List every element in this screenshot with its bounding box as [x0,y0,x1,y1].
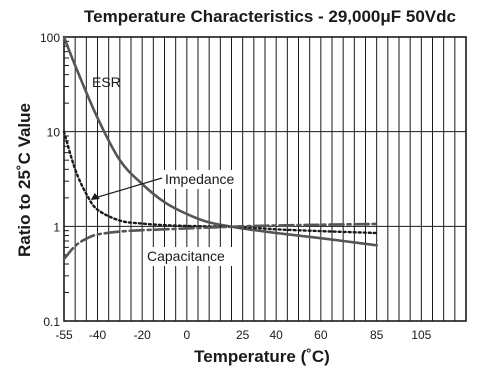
plot-frame [63,36,467,322]
impedance-label-bg [162,170,242,189]
x-tick-label: 105 [411,328,431,342]
impedance-label: Impedance [165,171,234,187]
tick-labels: -55 -40 -20 0 25 40 60 85 105 0.1 1 10 100 [40,31,432,342]
capacitance-label-bg [144,247,241,266]
impedance-arrowhead-icon [90,192,100,200]
x-tick-label: 60 [314,328,328,342]
annotations: ESR Impedance Capacitance [90,74,242,266]
y-tick-label: 10 [47,126,61,140]
series-layer [62,35,378,261]
grid [63,36,467,322]
chart-title: Temperature Characteristics - 29,000μF 5… [84,7,456,26]
esr-label: ESR [92,74,121,90]
x-tick-label: -40 [89,328,107,342]
x-axis-title: Temperature (˚C) [194,347,330,366]
x-tick-label: 25 [236,328,250,342]
x-tick-label: -55 [55,328,73,342]
y-axis-title: Ratio to 25˚C Value [15,103,34,257]
impedance-leader-line [94,177,163,199]
x-tick-label: 40 [269,328,283,342]
x-tick-label: 0 [183,328,190,342]
capacitance-label: Capacitance [147,248,225,264]
y-tick-label: 100 [40,31,60,45]
y-tick-label: 1 [53,220,60,234]
x-tick-label: 85 [370,328,384,342]
impedance-series-line [62,130,378,235]
esr-series-line [62,35,378,247]
capacitance-series-line [62,222,378,261]
x-tick-label: -20 [133,328,151,342]
y-tick-label: 0.1 [43,315,60,329]
